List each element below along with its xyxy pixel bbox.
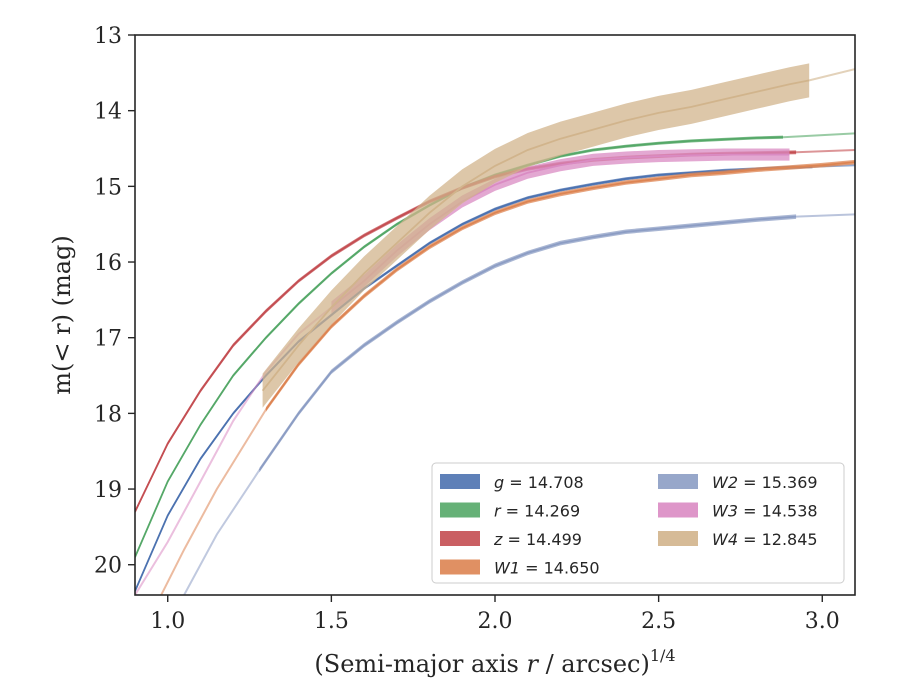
series-W2-extension	[796, 213, 855, 218]
legend-swatch	[658, 502, 698, 518]
legend-label: W1 = 14.650	[494, 559, 600, 578]
x-tick-label: 2.5	[641, 609, 676, 634]
y-axis: 13 14 15 16 17 18 19 20	[94, 24, 135, 579]
y-tick-label: 13	[94, 24, 122, 49]
x-axis-label-var: r	[526, 650, 539, 678]
series-z-extension	[796, 149, 855, 154]
legend-item-r: r = 14.269	[440, 502, 580, 521]
x-axis-label-exponent: 1/4	[650, 646, 676, 665]
x-axis-label: (Semi-major axis r / arcsec)1/4	[314, 646, 675, 678]
legend-item-g: g = 14.708	[440, 473, 584, 492]
series-W1-line	[265, 161, 855, 411]
legend-swatch	[440, 474, 480, 489]
y-axis-label: m(< r) (mag)	[48, 235, 76, 394]
series-W2-lead	[183, 469, 261, 595]
series-W1-lead	[160, 409, 267, 595]
legend-swatch	[440, 502, 480, 518]
legend-item-z: z = 14.499	[440, 530, 582, 549]
y-tick-label: 15	[94, 175, 122, 200]
legend-item-W4: W4 = 12.845	[658, 530, 818, 549]
legend-swatch	[440, 559, 480, 575]
series-layer	[135, 63, 855, 595]
series-W4-extension	[808, 68, 855, 82]
legend-item-W1: W1 = 14.650	[440, 559, 600, 578]
x-axis-label-suffix: / arcsec)	[538, 650, 650, 678]
legend-box	[431, 462, 845, 584]
series-W4	[261, 63, 855, 408]
y-tick-label: 14	[94, 100, 122, 125]
series-r-extension	[782, 132, 855, 139]
legend-item-W2: W2 = 15.369	[658, 473, 818, 492]
y-tick-label: 19	[94, 478, 122, 503]
legend-label: W2 = 15.369	[712, 473, 818, 492]
series-W4-line	[261, 79, 810, 392]
series-W2	[183, 213, 855, 595]
x-tick-label: 1.5	[314, 609, 349, 634]
x-tick-label: 1.0	[150, 609, 185, 634]
x-tick-label: 2.0	[478, 609, 513, 634]
x-axis: 1.0 1.5 2.0 2.5 3.0	[150, 595, 840, 634]
legend-label: g = 14.708	[494, 473, 584, 492]
x-tick-label: 3.0	[805, 609, 840, 634]
legend: g = 14.708 r = 14.269 z = 14.499 W1 = 14.65…	[431, 462, 845, 584]
legend-swatch	[658, 531, 698, 546]
legend-label: W4 = 12.845	[712, 530, 818, 549]
legend-label: r = 14.269	[494, 502, 580, 521]
series-W1	[160, 159, 855, 595]
series-W4-band	[262, 63, 810, 408]
y-tick-label: 16	[94, 251, 122, 276]
legend-label: z = 14.499	[493, 530, 582, 549]
legend-label: W3 = 14.538	[712, 502, 818, 521]
legend-swatch	[440, 531, 480, 546]
legend-item-W3: W3 = 14.538	[658, 502, 818, 521]
series-W2-line	[258, 215, 797, 471]
y-tick-label: 20	[94, 554, 122, 579]
y-tick-label: 17	[94, 327, 122, 352]
y-tick-label: 18	[94, 402, 122, 427]
x-axis-label-prefix: (Semi-major axis	[314, 650, 526, 678]
legend-swatch	[658, 474, 698, 489]
